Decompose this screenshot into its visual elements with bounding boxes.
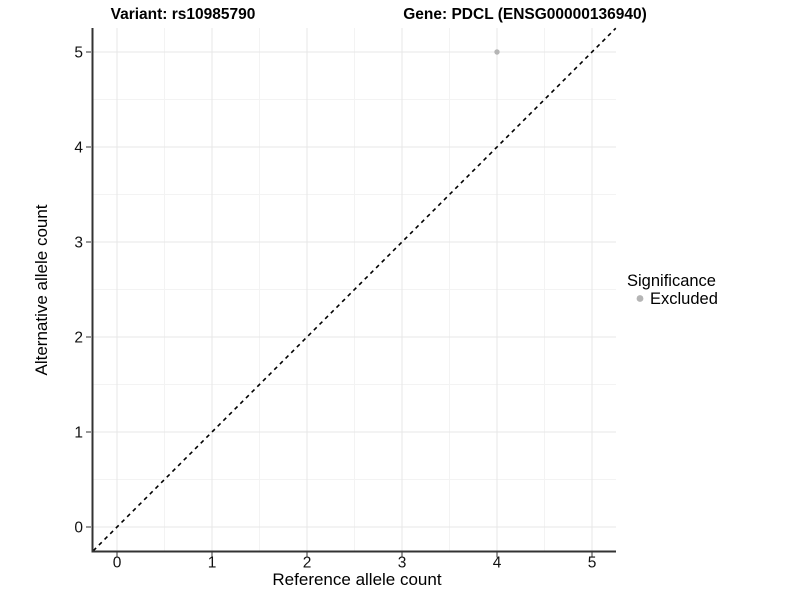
y-tick-label: 3 — [74, 235, 83, 252]
y-tick-label: 4 — [74, 140, 83, 157]
x-tick-label: 2 — [303, 555, 312, 572]
x-tick-label: 4 — [493, 555, 502, 572]
x-tick-label: 1 — [208, 555, 217, 572]
y-tick-label: 2 — [74, 330, 83, 347]
plot-title-variant: Variant: rs10985790 — [111, 6, 256, 23]
legend: Significance Excluded — [627, 272, 718, 308]
x-axis-title: Reference allele count — [272, 570, 441, 589]
y-tick-label: 0 — [74, 520, 83, 537]
plot-panel: 0 1 2 3 4 5 0 1 2 3 4 5 — [74, 27, 617, 572]
y-tick-label: 1 — [74, 425, 83, 442]
x-tick-label: 3 — [398, 555, 407, 572]
x-tick-label: 0 — [113, 555, 122, 572]
identity-dashed-line — [92, 27, 617, 552]
data-point — [494, 49, 500, 55]
y-tick-label: 5 — [74, 45, 83, 62]
y-axis-title: Alternative allele count — [32, 204, 51, 375]
legend-marker-circle-icon — [636, 295, 644, 302]
x-tick-label: 5 — [588, 555, 597, 572]
plot-title-gene: Gene: PDCL (ENSG00000136940) — [403, 6, 647, 23]
legend-title: Significance — [627, 272, 716, 290]
legend-entry-label: Excluded — [650, 290, 718, 308]
